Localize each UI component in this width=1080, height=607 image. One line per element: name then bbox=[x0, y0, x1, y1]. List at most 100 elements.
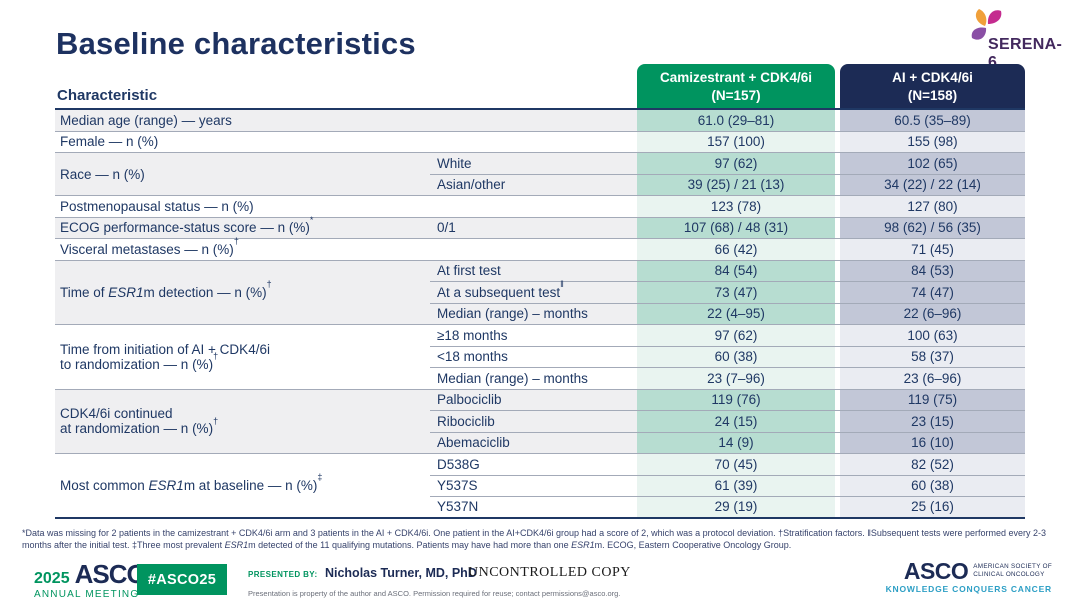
ai-header-line2: (N=158) bbox=[907, 87, 958, 103]
cell-camizestrant: 97 (62) bbox=[637, 325, 835, 347]
cell-camizestrant: 84 (54) bbox=[637, 260, 835, 282]
cell-camizestrant: 66 (42) bbox=[637, 239, 835, 261]
row-label: Median age (range) — years bbox=[55, 110, 637, 132]
cell-ai: 119 (75) bbox=[840, 389, 1025, 411]
footnote-marker: ‡ bbox=[317, 472, 323, 483]
table-row: Y537N 29 (19) 25 (16) bbox=[55, 497, 1025, 519]
presented-by-block: PRESENTED BY: Nicholas Turner, MD, PhD P… bbox=[248, 564, 620, 598]
cell-ai: 58 (37) bbox=[840, 346, 1025, 368]
column-gap bbox=[835, 239, 840, 261]
cell-camizestrant: 97 (62) bbox=[637, 153, 835, 175]
page-title: Baseline characteristics bbox=[56, 26, 416, 61]
column-gap bbox=[835, 196, 840, 218]
cell-camizestrant: 60 (38) bbox=[637, 346, 835, 368]
cell-subcategory: Asian/other bbox=[430, 174, 637, 196]
presented-by-line: PRESENTED BY: Nicholas Turner, MD, PhD bbox=[248, 564, 620, 582]
table-row: Postmenopausal status — n (%) 123 (78) 1… bbox=[55, 196, 1025, 218]
cell-camizestrant: 73 (47) bbox=[637, 282, 835, 304]
gene-name-italic: ESR1 bbox=[571, 540, 595, 551]
row-label-text: Most common bbox=[60, 477, 149, 493]
cell-ai: 23 (15) bbox=[840, 411, 1025, 433]
table-row: Female — n (%) 157 (100) 155 (98) bbox=[55, 131, 1025, 153]
table-row: ECOG performance-status score — n (%)* 0… bbox=[55, 214, 1025, 239]
table-row: Median age (range) — years 61.0 (29–81) … bbox=[55, 110, 1025, 132]
baseline-characteristics-table: Characteristic Camizestrant + CDK4/6i (N… bbox=[55, 64, 1025, 519]
row-label-line1: Time from initiation of AI + CDK4/6i bbox=[60, 341, 270, 357]
ai-column-header: AI + CDK4/6i (N=158) bbox=[840, 64, 1025, 110]
camizestrant-column-header: Camizestrant + CDK4/6i (N=157) bbox=[637, 64, 835, 110]
row-label-text: Postmenopausal status — n (%) bbox=[60, 198, 254, 214]
table-row: Time from initiation of AI + CDK4/6i to r… bbox=[55, 325, 1025, 390]
cell-ai: 60.5 (35–89) bbox=[840, 110, 1025, 132]
row-group-label: CDK4/6i continued at randomization — n (%… bbox=[55, 389, 430, 454]
row-label: Visceral metastases — n (%)† bbox=[55, 237, 637, 261]
subcategory-text: At a subsequent test bbox=[437, 284, 561, 300]
column-gap bbox=[835, 389, 840, 411]
meeting-year: 2025 bbox=[34, 570, 70, 587]
annual-meeting-label: ANNUAL MEETING bbox=[34, 589, 140, 600]
table-row: Median (range) – months 22 (4–95) 22 (6–… bbox=[55, 303, 1025, 325]
column-gap bbox=[835, 325, 840, 347]
gene-name-italic: ESR1 bbox=[148, 477, 184, 493]
column-gap bbox=[835, 454, 840, 476]
cell-camizestrant: 119 (76) bbox=[637, 389, 835, 411]
cell-subcategory: Y537N bbox=[430, 497, 637, 519]
cell-ai: 84 (53) bbox=[840, 260, 1025, 282]
cell-subcategory: Median (range) – months bbox=[430, 303, 637, 325]
asco-logo-row: ASCO AMERICAN SOCIETY OF CLINICAL ONCOLO… bbox=[886, 558, 1052, 584]
table-row: At a subsequent test‖ 73 (47) 74 (47) bbox=[55, 279, 1025, 304]
cell-camizestrant: 29 (19) bbox=[637, 497, 835, 519]
footnote-marker: ‖ bbox=[560, 279, 564, 290]
cell-ai: 16 (10) bbox=[840, 432, 1025, 454]
serena-6-logo: SERENA-6 bbox=[956, 6, 1066, 71]
row-label-text: Female — n (%) bbox=[60, 134, 159, 150]
row-group-label: Time from initiation of AI + CDK4/6i to r… bbox=[55, 325, 430, 390]
column-gap bbox=[835, 303, 840, 325]
table-row: Time of ESR1m detection — n (%)† At firs… bbox=[55, 260, 1025, 325]
footnote-text: m. ECOG, Eastern Cooperative Oncology Gr… bbox=[594, 540, 792, 551]
row-label: ECOG performance-status score — n (%)* bbox=[55, 214, 430, 239]
table-row: Asian/other 39 (25) / 21 (13) 34 (22) / … bbox=[55, 174, 1025, 196]
column-gap bbox=[835, 153, 840, 175]
table-header-row: Characteristic Camizestrant + CDK4/6i (N… bbox=[55, 64, 1025, 110]
column-gap bbox=[835, 64, 840, 110]
row-label-text: Race — n (%) bbox=[60, 166, 145, 182]
cell-ai: 60 (38) bbox=[840, 475, 1025, 497]
table-row: Visceral metastases — n (%)† 66 (42) 71 … bbox=[55, 237, 1025, 261]
column-gap bbox=[835, 131, 840, 153]
asco-wordmark: ASCO bbox=[74, 559, 147, 589]
asco-tag-line1: AMERICAN SOCIETY OF bbox=[973, 563, 1052, 571]
footnote-marker: † bbox=[266, 279, 272, 290]
table-row: Most common ESR1m at baseline — n (%)‡ D… bbox=[55, 454, 1025, 519]
column-gap bbox=[835, 110, 840, 132]
column-gap bbox=[835, 217, 840, 239]
footnote-marker: † bbox=[213, 351, 219, 362]
row-label-line2-wrap: to randomization — n (%)† bbox=[60, 352, 426, 372]
row-label-text: m detection — n (%) bbox=[143, 284, 267, 300]
column-gap bbox=[835, 497, 840, 519]
cell-subcategory: Abemaciclib bbox=[430, 432, 637, 454]
footnote-text: m detected of the 11 qualifying mutation… bbox=[248, 540, 572, 551]
table-row: Ribociclib 24 (15) 23 (15) bbox=[55, 411, 1025, 433]
asco-wordmark: ASCO bbox=[903, 558, 969, 584]
cell-ai: 23 (6–96) bbox=[840, 368, 1025, 390]
cell-camizestrant: 23 (7–96) bbox=[637, 368, 835, 390]
cell-camizestrant: 61 (39) bbox=[637, 475, 835, 497]
cell-camizestrant: 61.0 (29–81) bbox=[637, 110, 835, 132]
column-gap bbox=[835, 260, 840, 282]
gene-name-italic: ESR1 bbox=[224, 540, 249, 551]
footnote-marker: * bbox=[309, 214, 314, 225]
row-label: Female — n (%) bbox=[55, 131, 637, 153]
cell-ai: 100 (63) bbox=[840, 325, 1025, 347]
footer-bar: 2025 ASCO ANNUAL MEETING #ASCO25 PRESENT… bbox=[0, 556, 1080, 607]
cell-ai: 34 (22) / 22 (14) bbox=[840, 174, 1025, 196]
gene-name-italic: ESR1 bbox=[108, 284, 144, 300]
characteristics-table: Characteristic Camizestrant + CDK4/6i (N… bbox=[55, 64, 1025, 519]
camizestrant-header-line1: Camizestrant + CDK4/6i bbox=[660, 69, 812, 85]
column-gap bbox=[835, 475, 840, 497]
presented-by-label: PRESENTED BY: bbox=[248, 570, 318, 579]
asco-annual-meeting-logo: 2025 ASCO ANNUAL MEETING bbox=[34, 559, 147, 600]
cell-subcategory: White bbox=[430, 153, 637, 175]
cell-subcategory: D538G bbox=[430, 454, 637, 476]
